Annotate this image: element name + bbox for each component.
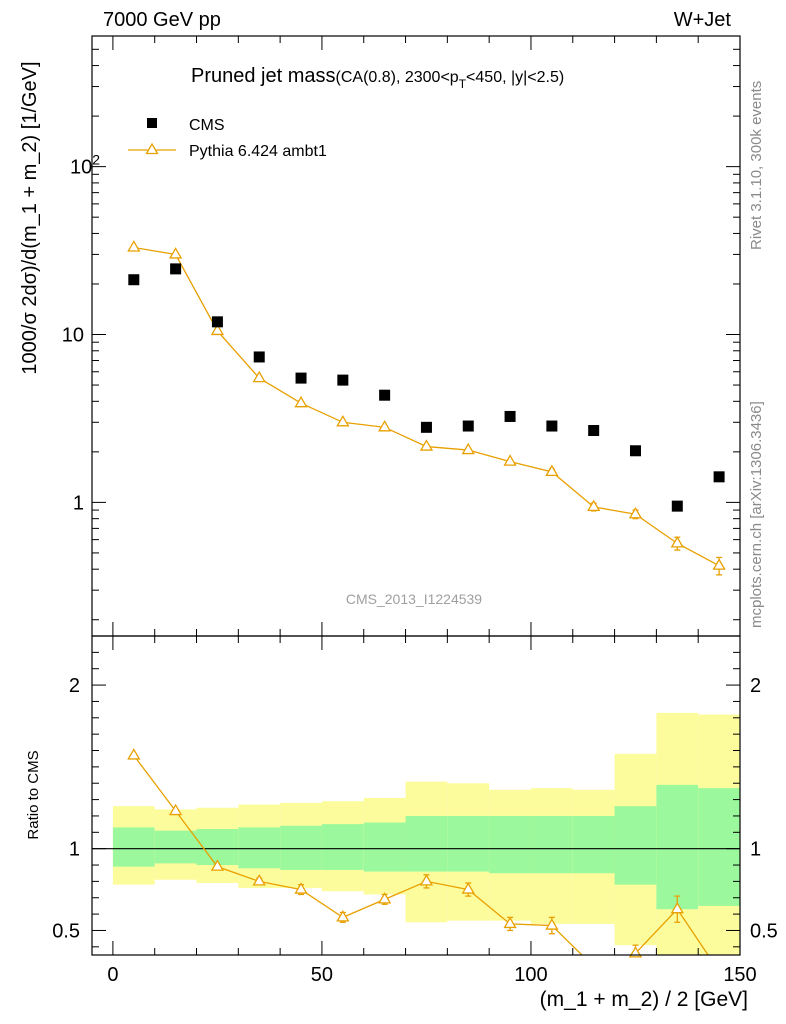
band-inner: [321, 824, 364, 870]
pythia-point: [503, 454, 517, 466]
pythia-ratio-point: [294, 882, 308, 894]
ratio-y-tick-label: 2: [69, 675, 80, 697]
header-left: 7000 GeV pp: [103, 9, 221, 31]
band-inner: [405, 815, 448, 872]
x-tick-label: 100: [514, 964, 547, 986]
ratio-y-tick-label-right: 1: [750, 839, 761, 861]
band-inner: [489, 815, 531, 874]
pythia-point: [461, 442, 475, 455]
cms-point: [337, 374, 349, 386]
cms-point: [379, 389, 391, 401]
pythia-ratio-point: [378, 892, 392, 904]
band-inner: [363, 822, 406, 872]
cms-point: [420, 421, 432, 433]
ratio-y-tick-label: 0.5: [52, 920, 80, 942]
pythia-ratio-point: [168, 803, 183, 816]
rivet-label: Rivet 3.1.10, 300k events: [748, 81, 765, 250]
ratio-frame: [91, 635, 741, 956]
band-inner: [698, 788, 740, 906]
ratio-y-tick-label-right: 0.5: [750, 920, 778, 942]
band-inner: [530, 815, 573, 874]
main-y-axis-label: 1000/σ 2dσ)/d(m_1 + m_2) [1/GeV]: [19, 61, 41, 374]
pythia-point: [419, 439, 434, 451]
pythia-point: [127, 240, 141, 252]
x-tick-label: 0: [107, 964, 118, 986]
legend-pythia-marker: [145, 142, 159, 155]
header-right: W+Jet: [674, 9, 732, 31]
plot-title-detail-suffix: <450, |y|<2.5): [466, 69, 564, 86]
cms-point: [504, 410, 516, 422]
band-inner: [656, 784, 699, 910]
pythia-point: [210, 323, 225, 336]
pythia-ratio-point: [127, 748, 141, 760]
pythia-ratio-point: [210, 859, 225, 871]
ratio-y-tick-label: 1: [69, 839, 80, 861]
cms-point: [588, 425, 600, 437]
analysis-watermark: CMS_2013_I1224539: [346, 591, 482, 607]
pythia-point: [628, 506, 643, 519]
pythia-point: [587, 499, 601, 512]
legend-pythia-label: Pythia 6.424 ambt1: [189, 143, 327, 160]
pythia-ratio-point: [545, 918, 559, 930]
cms-point: [671, 500, 683, 512]
mcplots-label: mcplots.cern.ch [arXiv:1306.3436]: [748, 401, 765, 628]
legend: CMS Pythia 6.424 ambt1: [128, 117, 327, 160]
band-inner: [112, 827, 155, 867]
band-inner: [196, 829, 239, 866]
pythia-ratio-point: [461, 882, 475, 894]
pythia-point: [712, 558, 726, 570]
x-tick-label: 50: [311, 964, 333, 986]
pythia-ratio-point: [670, 901, 684, 914]
ratio-axis-ticks: 0 50 100 150 0.5 0.5 1 1 2 2: [52, 651, 778, 986]
pythia-point: [252, 370, 266, 383]
pythia-point: [294, 395, 308, 408]
band-inner: [154, 830, 197, 864]
cms-point: [128, 274, 140, 286]
cms-point: [253, 351, 265, 363]
plot-title-detail-prefix: (CA(0.8), 2300<p: [336, 69, 459, 86]
cms-point: [211, 316, 223, 328]
main-data-marks: [127, 240, 726, 576]
plot-title-detail-sub: T: [459, 77, 467, 91]
ratio-data-marks: [127, 748, 709, 958]
band-inner: [614, 806, 657, 885]
cms-point: [546, 420, 558, 432]
pythia-point: [378, 420, 392, 432]
pythia-ratio-point: [503, 916, 517, 929]
pythia-point: [545, 464, 559, 477]
band-inner: [572, 815, 615, 874]
ratio-panel: 0 50 100 150 0.5 0.5 1 1 2 2: [52, 635, 778, 986]
cms-point: [170, 263, 182, 275]
y-tick-label: 1: [73, 492, 84, 514]
y-tick-label: 102: [70, 152, 100, 179]
pythia-point: [670, 536, 684, 548]
pythia-ratio-point: [419, 874, 434, 886]
pythia-point: [336, 414, 350, 427]
x-tick-label: 150: [723, 964, 756, 986]
y-tick-label: 10: [62, 325, 84, 347]
cms-point: [713, 471, 725, 483]
cms-point: [629, 445, 641, 457]
ratio-uncertainty-bands: [92, 712, 740, 955]
x-axis-label: (m_1 + m_2) / 2 [GeV]: [540, 988, 748, 1011]
band-inner: [280, 825, 322, 870]
y-tick-label-base: 10: [70, 157, 92, 179]
pythia-point: [168, 247, 183, 259]
plot-title: Pruned jet mass(CA(0.8), 2300<pT<450, |y…: [191, 65, 564, 91]
y-tick-label-exponent: 2: [92, 152, 100, 168]
legend-cms-label: CMS: [189, 117, 225, 134]
cms-point: [295, 372, 307, 384]
pythia-ratio-point: [336, 910, 350, 922]
cms-point: [462, 420, 474, 432]
band-inner: [447, 815, 490, 872]
legend-cms-marker: [147, 118, 157, 128]
pythia-ratio-point: [252, 874, 266, 886]
band-inner: [238, 827, 281, 869]
ratio-y-tick-label-right: 2: [750, 675, 761, 697]
plot-title-main: Pruned jet mass: [191, 65, 336, 87]
ratio-y-axis-label: Ratio to CMS: [25, 750, 42, 839]
